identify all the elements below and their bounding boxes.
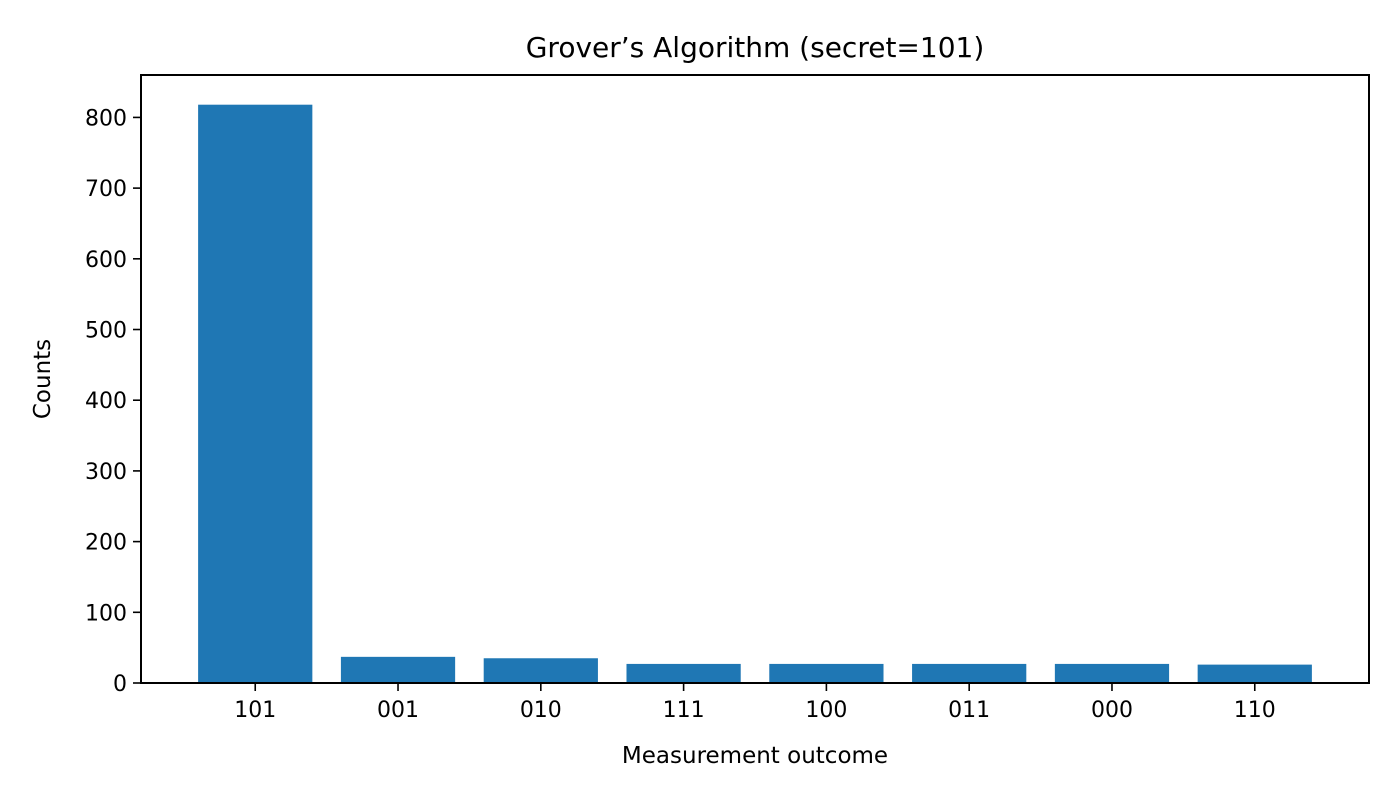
x-tick-label: 011 [948, 698, 990, 723]
x-axis-label: Measurement outcome [622, 743, 888, 769]
y-tick-label: 200 [85, 531, 127, 556]
y-tick-label: 600 [85, 248, 127, 273]
bars [198, 104, 1312, 684]
x-tick-label: 000 [1091, 698, 1133, 723]
y-tick-label: 400 [85, 389, 127, 414]
x-tick-label: 001 [377, 698, 419, 723]
y-tick-label: 0 [113, 672, 127, 697]
x-axis-ticks: 101 001 010 111 100 011 000 110 [234, 683, 1276, 723]
y-axis-label: Counts [30, 339, 56, 419]
y-tick-label: 300 [85, 460, 127, 485]
bar-110 [1197, 664, 1312, 683]
bar-011 [912, 663, 1027, 683]
bar-000 [1054, 663, 1170, 683]
y-tick-label: 500 [85, 319, 127, 344]
x-tick-label: 010 [520, 698, 562, 723]
bar-100 [769, 663, 884, 683]
bar-010 [483, 658, 598, 683]
x-tick-label: 100 [805, 698, 847, 723]
plot-frame [140, 74, 1370, 684]
y-tick-label: 100 [85, 601, 127, 626]
chart-title: Grover’s Algorithm (secret=101) [526, 31, 985, 64]
y-axis-ticks: 0 100 200 300 400 500 600 700 800 [85, 106, 141, 697]
bar-001 [340, 656, 456, 683]
x-tick-label: 101 [234, 698, 276, 723]
bar-101 [198, 104, 313, 684]
y-tick-label: 800 [85, 106, 127, 131]
bar-111 [626, 663, 741, 683]
x-tick-label: 111 [663, 698, 705, 723]
y-tick-label: 700 [85, 177, 127, 202]
x-tick-label: 110 [1234, 698, 1276, 723]
